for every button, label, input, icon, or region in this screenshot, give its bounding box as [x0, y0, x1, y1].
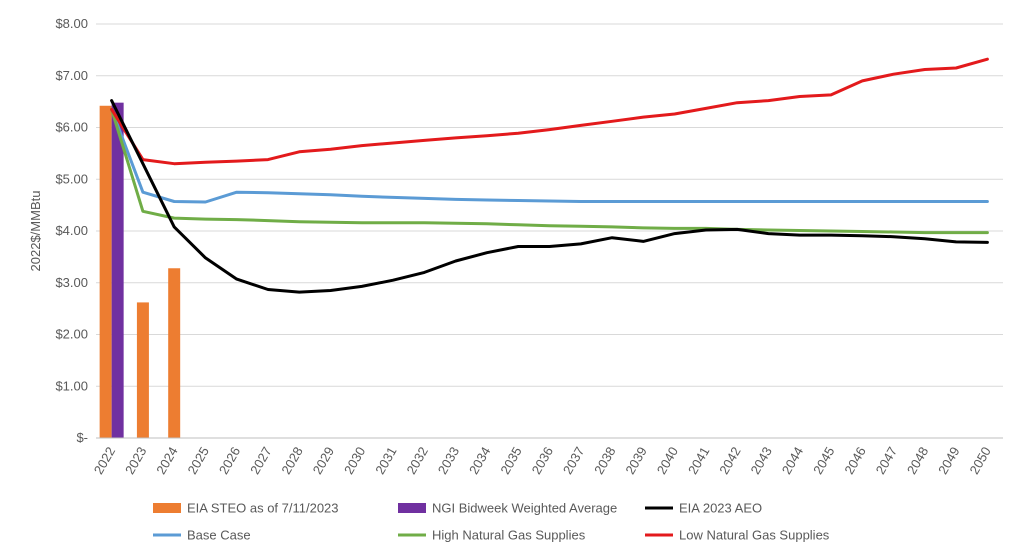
bar-eia-steo-as-of-7-11-2023-2024: [168, 268, 181, 438]
x-tick-label: 2031: [372, 444, 399, 477]
legend-label: NGI Bidweek Weighted Average: [432, 501, 617, 516]
legend-label: EIA STEO as of 7/11/2023: [187, 501, 339, 516]
x-tick-label: 2038: [591, 444, 618, 477]
legend-swatch: [398, 503, 426, 513]
y-tick-label: $4.00: [55, 223, 88, 238]
y-tick-label: $2.00: [55, 327, 88, 342]
line-base-case: [110, 107, 989, 204]
line-high-natural-gas-supplies: [110, 107, 989, 235]
x-tick-label: 2048: [904, 444, 931, 477]
bar-eia-steo-as-of-7-11-2023-2023: [136, 302, 149, 438]
x-tick-label: 2047: [873, 444, 900, 477]
y-tick-label: $1.00: [55, 378, 88, 393]
x-tick-label: 2033: [435, 444, 462, 477]
legend: EIA STEO as of 7/11/2023 NGI Bidweek Weig…: [153, 501, 830, 543]
x-tick-label: 2034: [466, 444, 493, 477]
x-tick-label: 2032: [403, 444, 430, 477]
legend-label: Base Case: [187, 528, 251, 543]
x-tick-label: 2037: [560, 444, 587, 477]
x-tick-label: 2029: [310, 444, 337, 477]
y-tick-label: $6.00: [55, 120, 88, 135]
x-tick-label: 2035: [497, 444, 524, 477]
x-tick-label: 2049: [935, 444, 962, 477]
y-tick-label: $3.00: [55, 275, 88, 290]
x-tick-label: 2050: [966, 444, 993, 477]
legend-item-eia-2023-aeo: EIA 2023 AEO: [645, 501, 762, 516]
y-tick-label: $5.00: [55, 171, 88, 186]
x-tick-label: 2039: [622, 444, 649, 477]
legend-label: High Natural Gas Supplies: [432, 528, 586, 543]
line-eia-2023-aeo: [110, 99, 989, 294]
y-tick-label: $8.00: [55, 16, 88, 31]
x-tick-label: 2041: [685, 444, 712, 477]
x-tick-label: 2042: [716, 444, 743, 477]
x-tick-label: 2036: [529, 444, 556, 477]
legend-item-eia-steo-as-of-7-11-2023: EIA STEO as of 7/11/2023: [153, 501, 339, 516]
line-low-natural-gas-supplies: [110, 57, 989, 166]
y-axis-title: 2022$/MMBtu: [28, 191, 43, 272]
legend-swatch: [153, 503, 181, 513]
legend-label: Low Natural Gas Supplies: [679, 528, 830, 543]
x-tick-label: 2028: [278, 444, 305, 477]
x-tick-label: 2044: [779, 444, 806, 477]
legend-item-ngi-bidweek-weighted-average: NGI Bidweek Weighted Average: [398, 501, 617, 516]
bar-ngi-bidweek-weighted-average-2022: [111, 102, 124, 438]
gridlines: [96, 23, 1003, 387]
y-tick-label: $-: [76, 430, 88, 445]
x-tick-label: 2027: [247, 444, 274, 477]
legend-item-high-natural-gas-supplies: High Natural Gas Supplies: [398, 528, 586, 543]
x-tick-label: 2043: [748, 444, 775, 477]
legend-item-low-natural-gas-supplies: Low Natural Gas Supplies: [645, 528, 830, 543]
series-lines: [110, 57, 989, 294]
bars: [99, 102, 181, 438]
x-tick-label: 2023: [122, 444, 149, 477]
legend-label: EIA 2023 AEO: [679, 501, 762, 516]
x-tick-label: 2026: [216, 444, 243, 477]
x-tick-label: 2040: [654, 444, 681, 477]
x-tick-label: 2046: [841, 444, 868, 477]
legend-item-base-case: Base Case: [153, 528, 251, 543]
x-tick-label: 2024: [153, 444, 180, 477]
x-tick-label: 2030: [341, 444, 368, 477]
y-tick-label: $7.00: [55, 68, 88, 83]
x-tick-label: 2025: [185, 444, 212, 477]
bar-eia-steo-as-of-7-11-2023-2022: [99, 105, 112, 438]
x-tick-label: 2022: [91, 444, 118, 477]
x-tick-label: 2045: [810, 444, 837, 477]
